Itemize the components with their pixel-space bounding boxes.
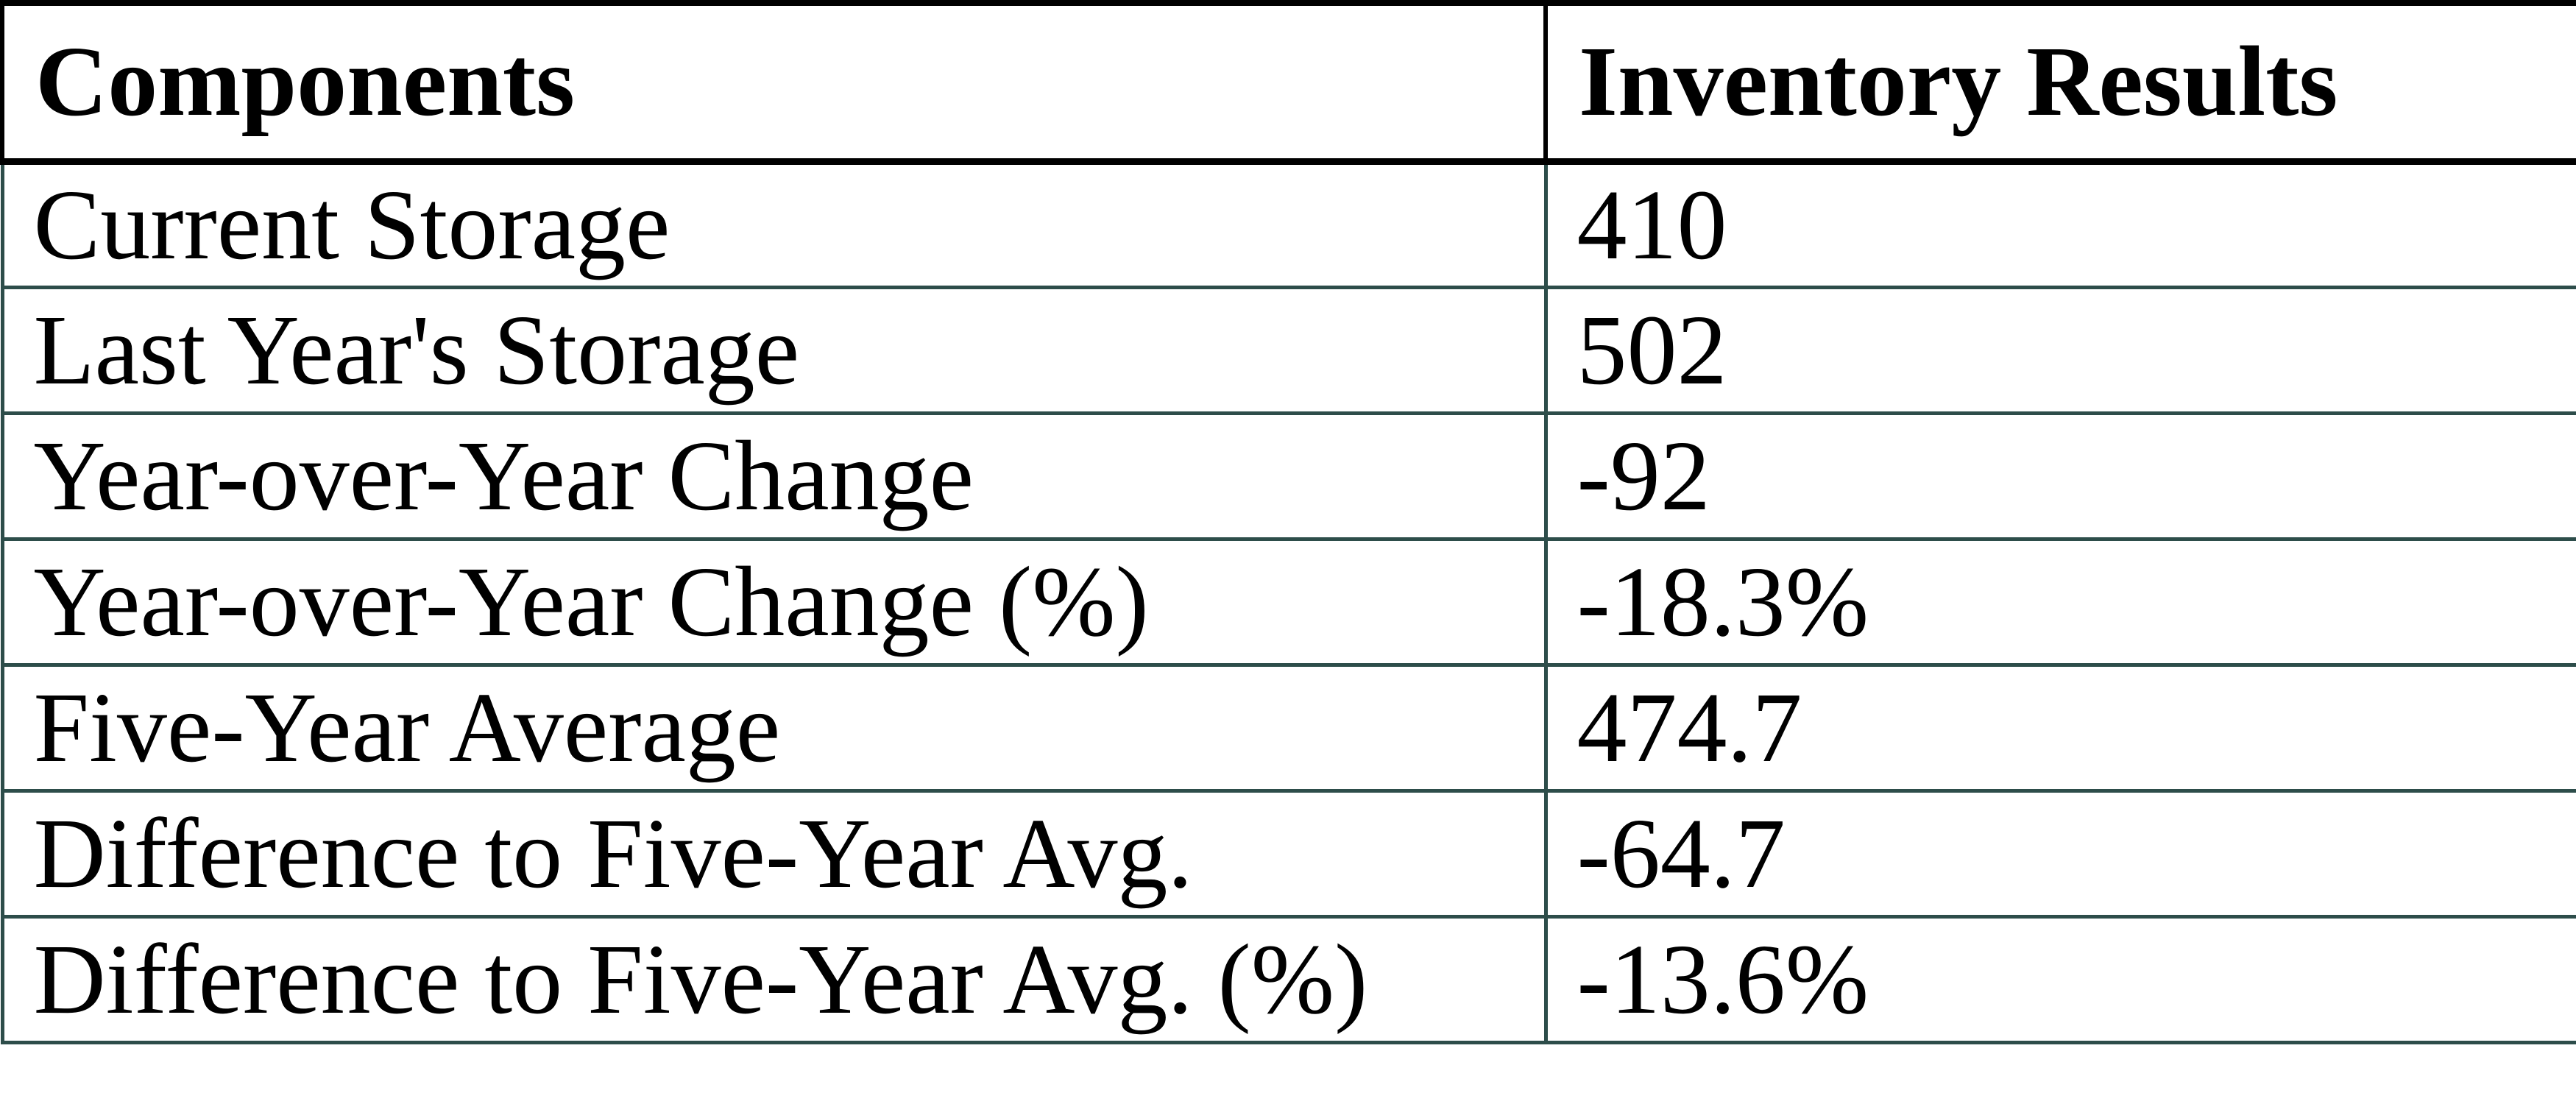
component-cell: Current Storage [0, 159, 1548, 289]
result-cell: -18.3% [1543, 537, 2576, 667]
header-row: Components Inventory Results [0, 0, 2576, 165]
table-row: Last Year's Storage 502 [0, 285, 2576, 415]
header-cell-components: Components [0, 0, 1548, 165]
table-row: Year-over-Year Change -92 [0, 411, 2576, 541]
header-cell-inventory-results: Inventory Results [1543, 0, 2576, 165]
component-cell: Last Year's Storage [0, 285, 1548, 415]
result-cell: -13.6% [1543, 914, 2576, 1044]
table-row: Current Storage 410 [0, 159, 2576, 289]
component-cell: Year-over-Year Change [0, 411, 1548, 541]
table-row: Five-Year Average 474.7 [0, 662, 2576, 793]
inventory-results-table: Components Inventory Results Current Sto… [0, 0, 2576, 1044]
table-body: Current Storage 410 Last Year's Storage 502… [0, 159, 2576, 1044]
table-row: Year-over-Year Change (%) -18.3% [0, 537, 2576, 667]
table-row: Difference to Five-Year Avg. -64.7 [0, 788, 2576, 919]
component-cell: Five-Year Average [0, 662, 1548, 793]
component-cell: Year-over-Year Change (%) [0, 537, 1548, 667]
result-cell: -92 [1543, 411, 2576, 541]
result-cell: -64.7 [1543, 788, 2576, 919]
table-row: Difference to Five-Year Avg. (%) -13.6% [0, 914, 2576, 1044]
result-cell: 474.7 [1543, 662, 2576, 793]
component-cell: Difference to Five-Year Avg. [0, 788, 1548, 919]
component-cell: Difference to Five-Year Avg. (%) [0, 914, 1548, 1044]
result-cell: 502 [1543, 285, 2576, 415]
result-cell: 410 [1543, 159, 2576, 289]
